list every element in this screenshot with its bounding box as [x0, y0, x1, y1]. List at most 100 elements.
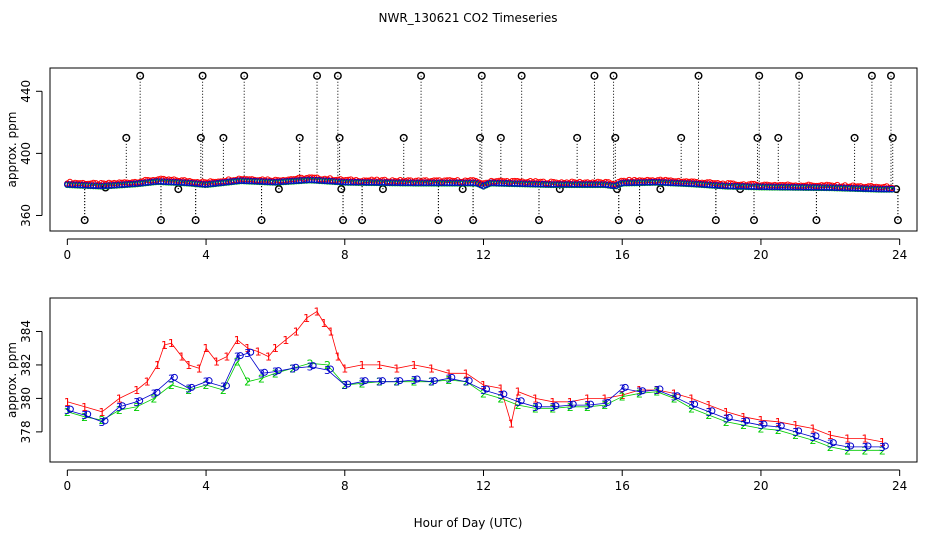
series-3-circle: [725, 413, 733, 421]
x-tick-label: 24: [892, 248, 907, 262]
series-1-marker: 1: [334, 351, 341, 364]
flag-circle: [358, 216, 367, 225]
series-1-marker: 1: [255, 346, 262, 359]
series-3-circle: [517, 397, 525, 405]
y-tick-label: 360: [19, 204, 33, 227]
series-2-marker: 2: [861, 444, 868, 457]
series-3-circle: [569, 400, 577, 408]
series-1-marker: 1: [740, 411, 747, 424]
x-tick-label: 12: [476, 479, 491, 493]
trace-point-blue: [888, 185, 896, 193]
series-1-marker: 1: [314, 305, 321, 318]
series-2-marker: 2: [775, 424, 782, 437]
series-2-marker: 2: [549, 402, 556, 415]
series-1-marker: 1: [723, 406, 730, 419]
series-3-circle: [604, 398, 612, 406]
series-2-marker: 2: [168, 379, 175, 392]
flag-circle: [122, 133, 131, 142]
series-1-marker: 1: [161, 339, 168, 352]
series-2-marker: 2: [584, 401, 591, 414]
series-1-marker: 1: [133, 384, 140, 397]
series-3-circle: [84, 410, 92, 418]
series-2-marker: 2: [515, 399, 522, 412]
series-1-marker: 1: [463, 367, 470, 380]
y-tick-label: 440: [19, 80, 33, 103]
series-2-marker: 2: [740, 419, 747, 432]
flag-circle: [755, 71, 764, 80]
flag-circle: [886, 71, 895, 80]
y-axis-label: approx. ppm: [5, 112, 19, 188]
series-3-circle: [656, 385, 664, 393]
series-1-marker: 1: [497, 382, 504, 395]
series-3-circle: [812, 432, 820, 440]
flag-circle: [240, 71, 249, 80]
series-1-marker: 1: [282, 334, 289, 347]
flag-circle: [893, 216, 902, 225]
flag-circle: [469, 216, 478, 225]
series-3-circle: [118, 402, 126, 410]
series-1-marker: 1: [303, 312, 310, 325]
series-2-marker: 2: [480, 387, 487, 400]
series-2-marker: 2: [445, 374, 452, 387]
flag-circle: [867, 71, 876, 80]
x-tick-label: 16: [615, 479, 630, 493]
flag-circle: [614, 216, 623, 225]
series-2-marker: 2: [809, 434, 816, 447]
series-1-marker: 1: [244, 342, 251, 355]
series-3-circle: [881, 442, 889, 450]
series-2-marker: 2: [244, 376, 251, 389]
flag-circle: [257, 216, 266, 225]
series-3-circle: [101, 417, 109, 425]
series-1-marker: 1: [196, 362, 203, 375]
y-axis: 360 400 440: [19, 80, 43, 227]
y-tick-label: 384: [19, 320, 33, 343]
y-tick-label: 382: [19, 353, 33, 376]
flag-circle: [711, 216, 720, 225]
series-2-marker: 2: [116, 404, 123, 417]
series-3-circle: [864, 442, 872, 450]
series-2-marker: 2: [532, 402, 539, 415]
series-1-marker: 1: [844, 433, 851, 446]
series-1-marker: 1: [320, 317, 327, 330]
series-3-circle: [535, 402, 543, 410]
series-3-circle: [361, 377, 369, 385]
x-tick-label: 4: [202, 479, 210, 493]
series-2-marker: 2: [324, 359, 331, 372]
series-3-circle: [205, 377, 213, 385]
series-3-circle: [777, 422, 785, 430]
series-3-circle: [188, 383, 196, 391]
x-tick-label: 20: [753, 479, 768, 493]
flag-circle: [313, 71, 322, 80]
series-3-circle: [153, 388, 161, 396]
series-3-circle: [170, 373, 178, 381]
flag-circle: [335, 133, 344, 142]
flag-circle: [534, 216, 543, 225]
series-1-marker: 1: [81, 401, 88, 414]
series-1-marker: 1: [827, 429, 834, 442]
x-axis: 0 4 8 12 16 20 24: [64, 238, 907, 262]
x-axis-label: Hour of Day (UTC): [414, 516, 523, 530]
x-tick-label: 16: [615, 248, 630, 262]
series-1-marker: 1: [792, 419, 799, 432]
series-1-marker: 1: [327, 325, 334, 338]
flag-circle: [477, 71, 486, 80]
y-tick-label: 380: [19, 387, 33, 410]
flag-circle: [337, 185, 346, 194]
flag-circle: [517, 71, 526, 80]
series-3-circle: [292, 363, 300, 371]
x-tick-label: 12: [476, 248, 491, 262]
plot-frame: [49, 297, 918, 463]
series-2-marker: 2: [757, 423, 764, 436]
flag-circle: [573, 133, 582, 142]
y-tick-label: 378: [19, 420, 33, 443]
figure-title: NWR_130621 CO2 Timeseries: [379, 11, 558, 25]
flag-circle: [496, 133, 505, 142]
series-3-circle: [136, 397, 144, 405]
series-2-marker: 2: [307, 357, 314, 370]
series-2-marker: 2: [653, 386, 660, 399]
flag-circle: [80, 216, 89, 225]
series-1-marker: 1: [532, 392, 539, 405]
series-2-marker: 2: [411, 376, 418, 389]
